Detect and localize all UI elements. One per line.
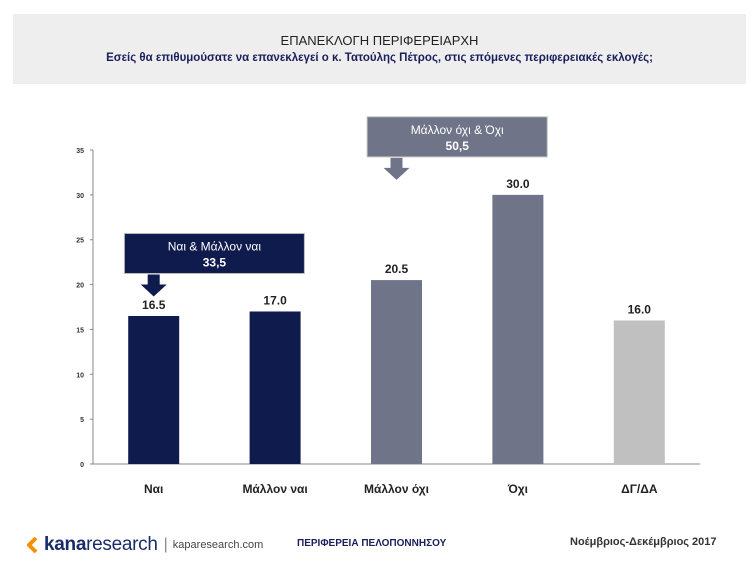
y-tick-label: 25 xyxy=(76,238,84,245)
callout-arrow-icon xyxy=(383,157,410,180)
logo-light: research xyxy=(86,534,158,555)
bar xyxy=(613,320,665,464)
y-tick-label: 20 xyxy=(76,283,84,290)
bar-value-label: 16.0 xyxy=(628,302,652,316)
bar-value-label: 30.0 xyxy=(506,177,530,191)
y-tick-label: 35 xyxy=(76,148,84,155)
y-tick-label: 5 xyxy=(80,417,84,424)
footer-date: Νοέμβριος-Δεκέμβριος 2017 xyxy=(570,536,717,548)
bar xyxy=(492,194,544,464)
chart-subtitle: Εσείς θα επιθυμούσατε να επανεκλεγεί ο κ… xyxy=(106,52,653,64)
callout-value: 50,5 xyxy=(446,139,470,153)
callout-box xyxy=(123,232,305,274)
y-tick-label: 10 xyxy=(76,372,84,379)
x-category-label: Ναι xyxy=(144,482,163,496)
y-tick-label: 30 xyxy=(76,193,84,200)
callout-label: Ναι & Μάλλον ναι xyxy=(168,239,262,253)
bar-value-label: 17.0 xyxy=(263,293,287,307)
logo-mark-icon xyxy=(27,537,38,553)
callout-value: 33,5 xyxy=(203,255,227,269)
y-tick-label: 0 xyxy=(80,462,84,469)
callout-label: Μάλλον όχι & Όχι xyxy=(411,123,504,137)
callout-box xyxy=(366,116,548,158)
x-category-label: ΔΓ/ΔΑ xyxy=(621,482,658,496)
bar xyxy=(371,280,422,464)
footer-url: kaparesearch.com xyxy=(172,539,264,551)
x-category-label: Μάλλον όχι xyxy=(364,482,429,496)
bar xyxy=(128,315,180,464)
bar xyxy=(249,311,301,464)
bar-value-label: 16.5 xyxy=(142,298,166,312)
bar-value-label: 20.5 xyxy=(385,262,409,276)
footer-region: ΠΕΡΙΦΕΡΕΙΑ ΠΕΛΟΠΟΝΝΗΣΟΥ xyxy=(297,538,447,549)
x-category-label: Όχι xyxy=(507,482,528,496)
y-tick-label: 15 xyxy=(76,327,84,334)
x-category-label: Μάλλον ναι xyxy=(242,482,307,496)
logo-separator: | xyxy=(163,536,168,553)
chart-title: ΕΠΑΝΕΚΛΟΓΗ ΠΕΡΙΦΕΡΕΙΑΡΧΗ xyxy=(280,33,479,48)
logo-bold: kana xyxy=(44,534,87,555)
chart-header: ΕΠΑΝΕΚΛΟΓΗ ΠΕΡΙΦΕΡΕΙΑΡΧΗ Εσείς θα επιθυμ… xyxy=(13,14,746,84)
kapa-research-logo: kanaresearch | kaparesearch.com xyxy=(27,534,264,555)
callout-arrow-icon xyxy=(140,274,167,297)
